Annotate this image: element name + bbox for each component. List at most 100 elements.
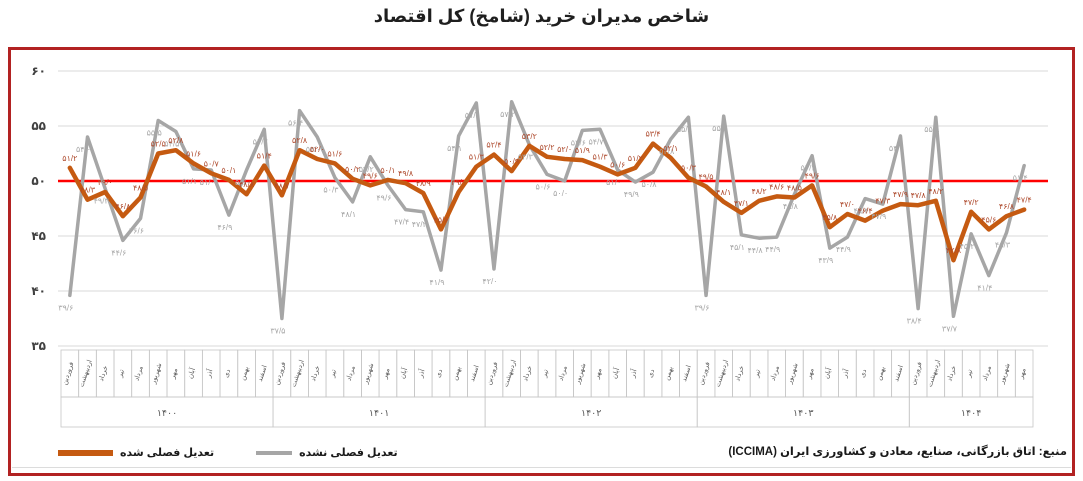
month-tick-label: تیر [753,369,762,380]
data-label-nsa: ۴۸/۸ [783,202,799,211]
data-label-nsa: ۵۱/۱ [182,177,197,186]
data-label-sa: ۴۷/۱ [734,199,749,208]
data-label-sa: ۵۲/۴ [486,141,501,150]
month-tick-label: خرداد [522,365,534,382]
data-label-nsa: ۴۶/۹ [217,223,232,232]
data-label-sa: ۴۸/۲ [928,187,943,196]
month-tick-label: اردیبهشت [503,359,518,388]
data-label-sa: ۵۲/۱ [663,144,678,153]
month-tick-label: مرداد [133,365,145,382]
data-label-sa: ۵۱/۶ [186,149,201,158]
data-label-nsa: ۵۱/۰ [235,178,250,187]
year-tick-label: ۱۴۰۱ [369,408,389,419]
data-label-sa: ۵۱/۶ [327,149,342,158]
data-label-nsa: ۴۱/۴ [977,284,992,293]
month-tick-label: آذر [839,367,851,380]
legend-label-seasonally-adjusted: تعدیل فصلی شده [120,447,215,459]
data-label-sa: ۵۰/۳ [681,164,697,173]
data-label-nsa: ۵۴/۰ [76,145,91,154]
month-tick-label: اردیبهشت [927,359,942,388]
data-label-sa: ۵۰/۷ [204,159,220,168]
data-label-nsa: ۵۴/۵ [164,140,179,149]
year-tick-label: ۱۴۰۲ [581,408,601,419]
month-tick-label: مهر [805,367,815,380]
data-label-sa: ۴۶/۸ [999,202,1015,211]
month-tick-label: فروردین [273,361,287,386]
data-label-sa: ۴۸/۳ [80,186,96,195]
data-label-sa: ۵۰/۹ [504,157,519,166]
month-tick-label: مهر [381,367,391,380]
month-tick-label: آذر [415,367,427,380]
data-label-nsa: ۵۴/۷ [253,137,269,146]
data-label-sa: ۵۲/۸ [292,136,308,145]
month-tick-label: آذر [203,367,215,380]
data-label-sa: ۵۳/۴ [645,130,660,139]
data-label-sa: ۴۸/۲ [752,187,767,196]
data-label-sa: ۵۱/۴ [257,152,272,161]
data-label-nsa: ۴۵/۱ [730,243,745,252]
data-label-sa: ۴۸/۶ [769,182,784,191]
data-label-sa: ۴۹/۶ [805,171,820,180]
data-label-nsa: ۴۲/۰ [482,277,497,286]
month-tick-label: اردیبهشت [78,359,93,388]
data-label-nsa: ۵۰/۸ [641,180,657,189]
month-tick-label: بهمن [240,366,251,382]
month-tick-label: دی [435,368,444,378]
data-label-sa: ۴۸/۵ [787,184,802,193]
data-label-nsa: ۴۱/۹ [429,278,444,287]
y-axis-tick-label: ۶۰ [31,64,46,78]
month-tick-label: فروردین [698,361,712,386]
month-tick-label: شهریور [786,362,800,386]
gray-line-swatch-icon [256,450,293,455]
data-label-nsa: ۵۱/۰ [606,178,621,187]
month-tick-label: مرداد [982,365,994,382]
month-tick-label: خرداد [734,365,746,382]
month-tick-label: دی [647,368,656,378]
data-label-sa: ۵۰/۱ [221,166,236,175]
data-label-nsa: ۵۰/۰ [553,189,568,198]
data-label-sa: ۵۲/۰ [557,145,572,154]
data-label-sa: ۵۱/۲ [628,154,643,163]
series-line-sa [67,141,1027,263]
data-label-sa: ۴۷/۳ [875,197,891,206]
month-tick-label: شهریور [150,362,164,386]
month-tick-label: فروردین [61,361,75,386]
page-title: شاخص مدیران خرید (شامخ) کل اقتصاد [373,6,710,26]
data-label-nsa: ۵۶/۴ [288,119,303,128]
data-label-sa: ۴۶/۴ [858,207,873,216]
month-tick-label: فروردین [910,361,924,386]
data-label-sa: ۵۱/۳ [469,153,485,162]
month-tick-label: مرداد [770,365,782,382]
data-label-nsa: ۴۹/۳ [94,197,110,206]
month-tick-label: تیر [541,369,550,380]
data-label-nsa: ۳۸/۴ [907,317,922,326]
data-label-nsa: ۵۲/۳ [801,164,817,173]
month-tick-label: اسفند [469,364,481,382]
data-label-sa: ۴۲/۸ [946,246,962,255]
data-label-sa: ۴۹/۵ [698,173,713,182]
data-label-nsa: ۵۴/۰ [306,145,321,154]
data-label-sa: ۴۷/۸ [911,191,927,200]
y-axis-tick-label: ۴۵ [31,229,46,243]
y-axis-tick-label: ۴۰ [31,284,46,298]
data-label-nsa: ۴۳/۹ [818,256,833,265]
data-label-sa: ۴۷/۰ [840,200,855,209]
source-note: منبع: اتاق بازرگانی، صنایع، معادن و کشاو… [728,446,1067,458]
data-label-nsa: ۴۵/۳ [995,241,1011,250]
data-label-nsa: ۵۴/۷ [588,137,604,146]
data-label-sa: ۵۳/۲ [522,132,537,141]
month-tick-label: بهمن [664,366,675,382]
legend-label-not-seasonally-adjusted: تعدیل فصلی نشده [299,447,398,459]
data-label-nsa: ۵۵/۵ [147,129,162,138]
data-label-sa: ۵۲/۸ [168,136,184,145]
month-tick-label: دی [223,368,232,378]
data-label-nsa: ۵۴/۱ [889,144,904,153]
data-label-sa: ۴۹/۰ [451,178,466,187]
data-label-nsa: ۵۴/۱ [447,144,462,153]
data-label-nsa: ۴۴/۶ [111,248,126,257]
data-label-nsa: ۵۳/۸ [659,147,675,156]
data-label-sa: ۵۰/۲ [345,165,360,174]
month-tick-label: دی [859,368,868,378]
